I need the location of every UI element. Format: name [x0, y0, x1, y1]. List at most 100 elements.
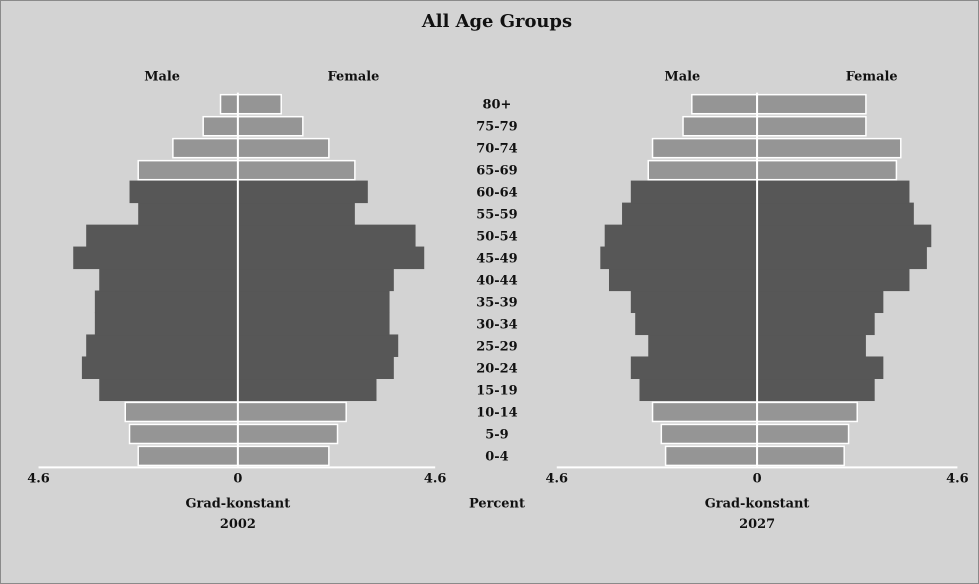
age-label-30-34: 30-34 — [476, 317, 517, 332]
bar-female-25-29-2027 — [757, 334, 866, 357]
bar-male-60-64-2002 — [129, 180, 238, 204]
bar-male-35-39-2002 — [94, 290, 238, 314]
bar-female-30-34-2002 — [237, 312, 390, 336]
bar-male-55-59-2002 — [138, 202, 238, 226]
age-label-50-54: 50-54 — [476, 230, 517, 245]
bars-2002 — [73, 93, 425, 467]
bar-male-45-49-2027 — [600, 246, 758, 270]
bar-male-75-79-2002 — [202, 115, 239, 137]
bar-female-30-34-2027 — [757, 312, 875, 336]
age-label-40-44: 40-44 — [476, 274, 517, 289]
bar-male-70-74-2027 — [651, 137, 758, 159]
age-label-0-4: 0-4 — [485, 449, 508, 464]
x-axis-label-2027: Grad-konstant — [705, 496, 810, 511]
bar-female-70-74-2027 — [756, 137, 902, 159]
legend-female-label-2002: Female — [327, 70, 379, 85]
x-tick-label-center-2027: 0 — [753, 471, 762, 486]
bar-female-60-64-2027 — [757, 180, 910, 204]
bar-female-10-14-2027 — [756, 401, 858, 423]
bar-male-80+-2027 — [691, 93, 758, 115]
age-label-75-79: 75-79 — [476, 120, 517, 135]
bar-male-15-19-2027 — [639, 378, 758, 402]
legend-male-label-2027: Male — [664, 70, 700, 85]
bar-male-40-44-2002 — [99, 268, 238, 292]
bar-female-50-54-2027 — [757, 224, 932, 248]
pyramid-2002: Male Female 4.6 0 4.6 Grad-konstant 2002 — [27, 70, 446, 532]
bar-male-0-4-2027 — [664, 445, 758, 467]
bar-female-35-39-2027 — [757, 290, 884, 314]
bar-male-60-64-2027 — [630, 180, 758, 204]
bar-male-25-29-2027 — [648, 334, 758, 357]
bar-male-30-34-2027 — [635, 312, 758, 336]
bar-female-40-44-2027 — [757, 268, 910, 292]
age-label-25-29: 25-29 — [476, 339, 517, 354]
bar-male-70-74-2002 — [172, 137, 239, 159]
age-label-60-64: 60-64 — [476, 186, 517, 201]
bar-female-15-19-2027 — [757, 378, 875, 402]
bar-female-50-54-2002 — [237, 224, 416, 248]
age-label-35-39: 35-39 — [476, 296, 517, 311]
bar-male-10-14-2002 — [124, 401, 239, 423]
bar-female-0-4-2002 — [237, 445, 330, 467]
bar-female-10-14-2002 — [237, 401, 347, 423]
bar-male-50-54-2002 — [86, 224, 238, 248]
bar-male-45-49-2002 — [73, 246, 238, 270]
bar-female-35-39-2002 — [237, 290, 390, 314]
bar-male-80+-2002 — [219, 93, 239, 115]
age-group-labels: 0-4 5-9 10-14 15-19 20-24 25-29 30-34 35-39 40-4… — [476, 98, 517, 465]
bar-female-55-59-2027 — [757, 202, 914, 226]
bar-female-70-74-2002 — [237, 137, 330, 159]
bar-female-45-49-2002 — [237, 246, 425, 270]
bar-male-10-14-2027 — [651, 401, 758, 423]
x-tick-label-right-2002: 4.6 — [424, 471, 447, 486]
bar-female-25-29-2002 — [237, 334, 399, 357]
bar-female-75-79-2002 — [237, 115, 304, 137]
bar-female-20-24-2002 — [237, 356, 394, 380]
bar-male-50-54-2027 — [604, 224, 758, 248]
year-label-2027: 2027 — [739, 517, 775, 532]
legend-male-label-2002: Male — [144, 70, 180, 85]
x-tick-label-right-2027: 4.6 — [946, 471, 969, 486]
bar-female-55-59-2002 — [237, 202, 355, 226]
legend-female-label-2027: Female — [846, 70, 898, 85]
bar-male-30-34-2002 — [94, 312, 238, 336]
x-tick-label-left-2002: 4.6 — [27, 471, 50, 486]
year-label-2002: 2002 — [220, 517, 256, 532]
age-label-65-69: 65-69 — [476, 164, 517, 179]
unit-label: Percent — [469, 496, 525, 511]
bar-female-15-19-2002 — [237, 378, 377, 402]
bar-male-55-59-2027 — [622, 202, 758, 226]
bar-male-25-29-2002 — [86, 334, 238, 357]
bar-male-5-9-2027 — [660, 423, 758, 445]
age-label-15-19: 15-19 — [476, 383, 517, 398]
age-label-70-74: 70-74 — [476, 142, 517, 157]
bar-female-75-79-2027 — [756, 115, 867, 137]
bar-female-20-24-2027 — [757, 356, 884, 380]
age-label-45-49: 45-49 — [476, 252, 517, 267]
bar-female-5-9-2027 — [756, 423, 850, 445]
bar-male-15-19-2002 — [99, 378, 238, 402]
pyramid-2027: Male Female 4.6 0 4.6 Grad-konstant 2027 — [546, 70, 969, 532]
bar-male-40-44-2027 — [608, 268, 758, 292]
x-axis-label-2002: Grad-konstant — [186, 496, 291, 511]
bar-male-35-39-2027 — [630, 290, 758, 314]
age-label-55-59: 55-59 — [476, 208, 517, 223]
x-tick-label-left-2027: 4.6 — [546, 471, 569, 486]
x-tick-label-center-2002: 0 — [233, 471, 242, 486]
bar-male-0-4-2002 — [137, 445, 239, 467]
bar-female-80+-2002 — [237, 93, 282, 115]
bar-male-65-69-2027 — [647, 159, 758, 181]
chart-title: All Age Groups — [421, 11, 572, 32]
bar-female-60-64-2002 — [237, 180, 368, 204]
age-label-5-9: 5-9 — [485, 427, 508, 442]
bar-female-65-69-2002 — [237, 159, 356, 181]
bar-male-5-9-2002 — [128, 423, 239, 445]
bar-female-65-69-2027 — [756, 159, 898, 181]
bar-female-0-4-2027 — [756, 445, 845, 467]
age-label-10-14: 10-14 — [476, 405, 517, 420]
bar-female-40-44-2002 — [237, 268, 394, 292]
bar-male-20-24-2002 — [81, 356, 238, 380]
bar-female-80+-2027 — [756, 93, 867, 115]
bar-female-45-49-2027 — [757, 246, 927, 270]
